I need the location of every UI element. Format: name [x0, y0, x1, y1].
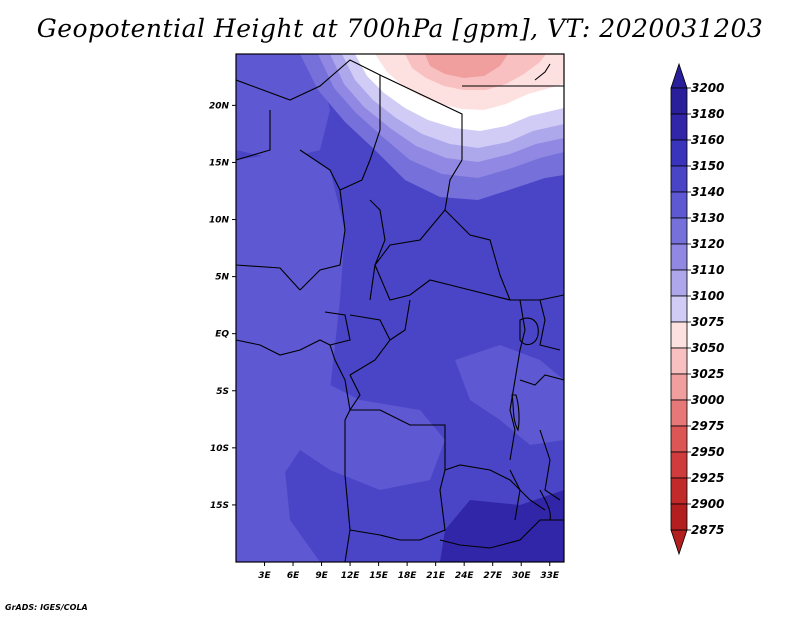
coastline — [236, 339, 351, 421]
colorbar-label: 2875 — [691, 523, 724, 537]
y-axis: 20N 15N 10N 5N EQ 5S 10S 15S — [209, 101, 236, 511]
field-south-band — [236, 370, 445, 500]
x-tick-label: 30E — [512, 571, 532, 581]
colorbar-label: 3025 — [691, 367, 724, 381]
colorbar-swatch — [670, 425, 688, 453]
lake-outline — [539, 489, 551, 521]
border-line — [539, 429, 561, 501]
grads-credit: GrADS: IGES/COLA — [5, 603, 88, 612]
colorbar-swatch — [670, 295, 688, 323]
colorbar-bottom-arrow — [670, 529, 688, 556]
colorbar-label: 2925 — [691, 471, 724, 485]
colorbar-swatch — [670, 113, 688, 141]
colorbar-top-arrow — [670, 62, 688, 89]
border-line — [236, 110, 271, 161]
x-tick-label: 18E — [398, 571, 418, 581]
colorbar-swatch — [670, 373, 688, 401]
border-line — [349, 469, 446, 541]
colorbar-label: 3110 — [691, 263, 724, 277]
x-tick-label: 27E — [483, 571, 503, 581]
colorbar-swatch — [670, 269, 688, 297]
colorbar-label: 3120 — [691, 237, 724, 251]
colorbar-swatch — [670, 503, 688, 531]
x-tick-label: 33E — [540, 571, 560, 581]
field-northwest-patch — [236, 54, 330, 160]
x-tick-label: 24E — [455, 571, 475, 581]
x-tick-label: 9E — [315, 571, 328, 581]
colorbar-swatch — [670, 217, 688, 245]
border-line — [539, 299, 561, 351]
lake-outline — [511, 394, 520, 432]
colorbar-label: 3140 — [691, 185, 724, 199]
y-tick-label: 5S — [216, 387, 229, 397]
border-line — [348, 374, 446, 470]
colorbar-swatch — [670, 191, 688, 219]
colorbar-swatch — [670, 399, 688, 427]
colorbar-swatch — [670, 165, 688, 193]
border-line — [324, 311, 351, 346]
border-line — [369, 199, 386, 266]
field-core-3000 — [425, 54, 508, 78]
border-line — [236, 264, 301, 291]
colorbar-label: 2950 — [691, 445, 724, 459]
y-tick-label: 10N — [209, 216, 230, 226]
border-line — [374, 264, 564, 301]
colorbar-label: 3150 — [691, 159, 724, 173]
y-tick-label: 20N — [209, 101, 230, 111]
colorbar-swatch — [670, 139, 688, 167]
plot-frame — [235, 53, 565, 563]
colorbar-swatch — [670, 477, 688, 505]
colorbar-swatch — [670, 451, 688, 479]
border-line — [236, 59, 463, 160]
x-tick-label: 6E — [287, 571, 300, 581]
height-field — [236, 54, 564, 562]
y-tick-label: 5N — [215, 273, 229, 283]
x-tick-label: 12E — [341, 571, 361, 581]
border-line — [299, 149, 346, 291]
border-line — [344, 420, 351, 562]
colorbar-label: 3050 — [691, 341, 724, 355]
colorbar-swatch — [670, 87, 688, 115]
y-tick-label: EQ — [215, 330, 229, 340]
field-east-patch — [455, 345, 564, 445]
colorbar-swatch — [670, 243, 688, 271]
colorbar-label: 3075 — [691, 315, 724, 329]
border-line — [444, 209, 511, 301]
x-tick-label: 15E — [369, 571, 389, 581]
x-tick-label: 3E — [258, 571, 271, 581]
lake-outline — [519, 317, 539, 346]
y-tick-label: 10S — [210, 444, 229, 454]
colorbar-label: 3200 — [691, 81, 724, 95]
y-tick-label: 15N — [209, 158, 230, 168]
border-line — [439, 519, 564, 549]
chart-title: Geopotential Height at 700hPa [gpm], VT:… — [36, 14, 764, 43]
y-tick-label: 15S — [210, 501, 229, 511]
colorbar-label: 3100 — [691, 289, 724, 303]
coastline — [534, 63, 551, 81]
border-line — [509, 469, 521, 521]
colorbar-swatch — [670, 321, 688, 349]
x-tick-label: 21E — [426, 571, 446, 581]
border-line — [444, 464, 546, 511]
x-axis: 3E 6E 9E 12E 15E 18E 21E 24E 27E 30E 33E — [258, 562, 560, 581]
border-line — [389, 299, 411, 341]
colorbar-label: 2975 — [691, 419, 724, 433]
colorbar-label: 3180 — [691, 107, 724, 121]
colorbar-label: 3130 — [691, 211, 724, 225]
country-borders — [236, 59, 564, 562]
border-line — [509, 299, 526, 461]
colorbar-label: 3000 — [691, 393, 724, 407]
field-southeast-dark — [440, 490, 564, 562]
colorbar-label: 3160 — [691, 133, 724, 147]
colorbar: 3200 3180 3160 3150 3140 3130 3120 3110 3100 3075… — [670, 62, 724, 556]
border-line — [339, 75, 381, 191]
colorbar-swatch — [670, 347, 688, 375]
border-line — [519, 374, 564, 386]
colorbar-label: 2900 — [691, 497, 724, 511]
